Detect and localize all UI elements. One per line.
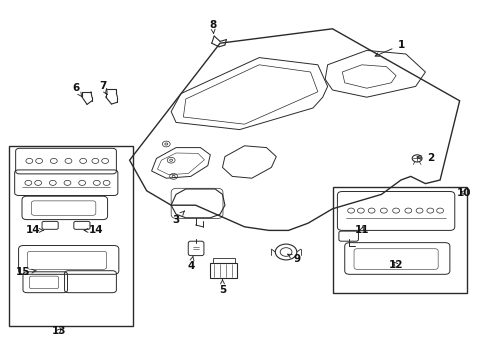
Text: 13: 13 [51,326,66,336]
Text: 4: 4 [186,256,194,271]
Text: 9: 9 [287,254,300,264]
Text: 12: 12 [388,260,403,270]
Text: 3: 3 [172,211,184,225]
Text: 1: 1 [374,40,404,57]
Text: 14: 14 [84,225,103,235]
Text: 5: 5 [219,279,225,295]
Bar [212,258,234,263]
Bar [332,187,466,293]
Text: 14: 14 [26,225,43,235]
Text: 10: 10 [456,188,471,198]
Text: 6: 6 [72,83,81,96]
Bar [210,263,237,278]
Bar [9,146,133,326]
Text: 8: 8 [209,20,216,33]
Text: 7: 7 [99,81,107,95]
Text: 2: 2 [416,153,433,163]
Text: 11: 11 [354,225,368,235]
Text: 15: 15 [16,267,36,277]
